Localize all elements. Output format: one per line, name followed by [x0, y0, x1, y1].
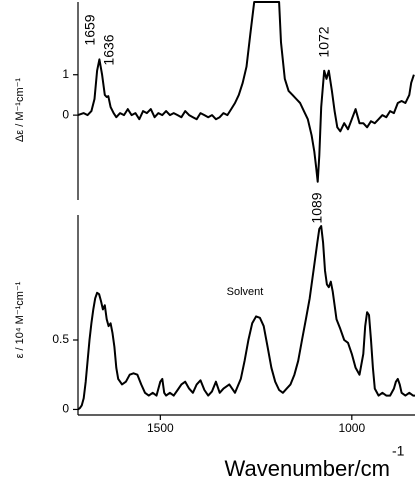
- y-axis-label: Δε / M⁻¹cm⁻¹: [14, 78, 26, 143]
- y-tick-label: 1: [62, 67, 69, 81]
- x-tick-label: 1500: [147, 421, 174, 435]
- x-axis-label: Wavenumber/cm: [225, 456, 390, 481]
- x-axis-label-superscript: -1: [392, 443, 405, 459]
- y-tick-label: 0.5: [52, 332, 69, 346]
- x-tick-label: 1000: [338, 421, 365, 435]
- spectrum-line: [77, 1, 415, 183]
- spectrum-line: [77, 225, 415, 411]
- annotation: Solvent: [227, 286, 264, 298]
- annotation: 1636: [101, 34, 117, 65]
- y-tick-label: 0: [62, 402, 69, 416]
- y-tick-label: 0: [62, 107, 69, 121]
- annotation: 1659: [82, 14, 98, 45]
- annotation: 1089: [309, 192, 325, 223]
- annotation: 1072: [316, 26, 332, 57]
- y-axis-label: ε / 10⁴ M⁻¹cm⁻¹: [14, 281, 26, 358]
